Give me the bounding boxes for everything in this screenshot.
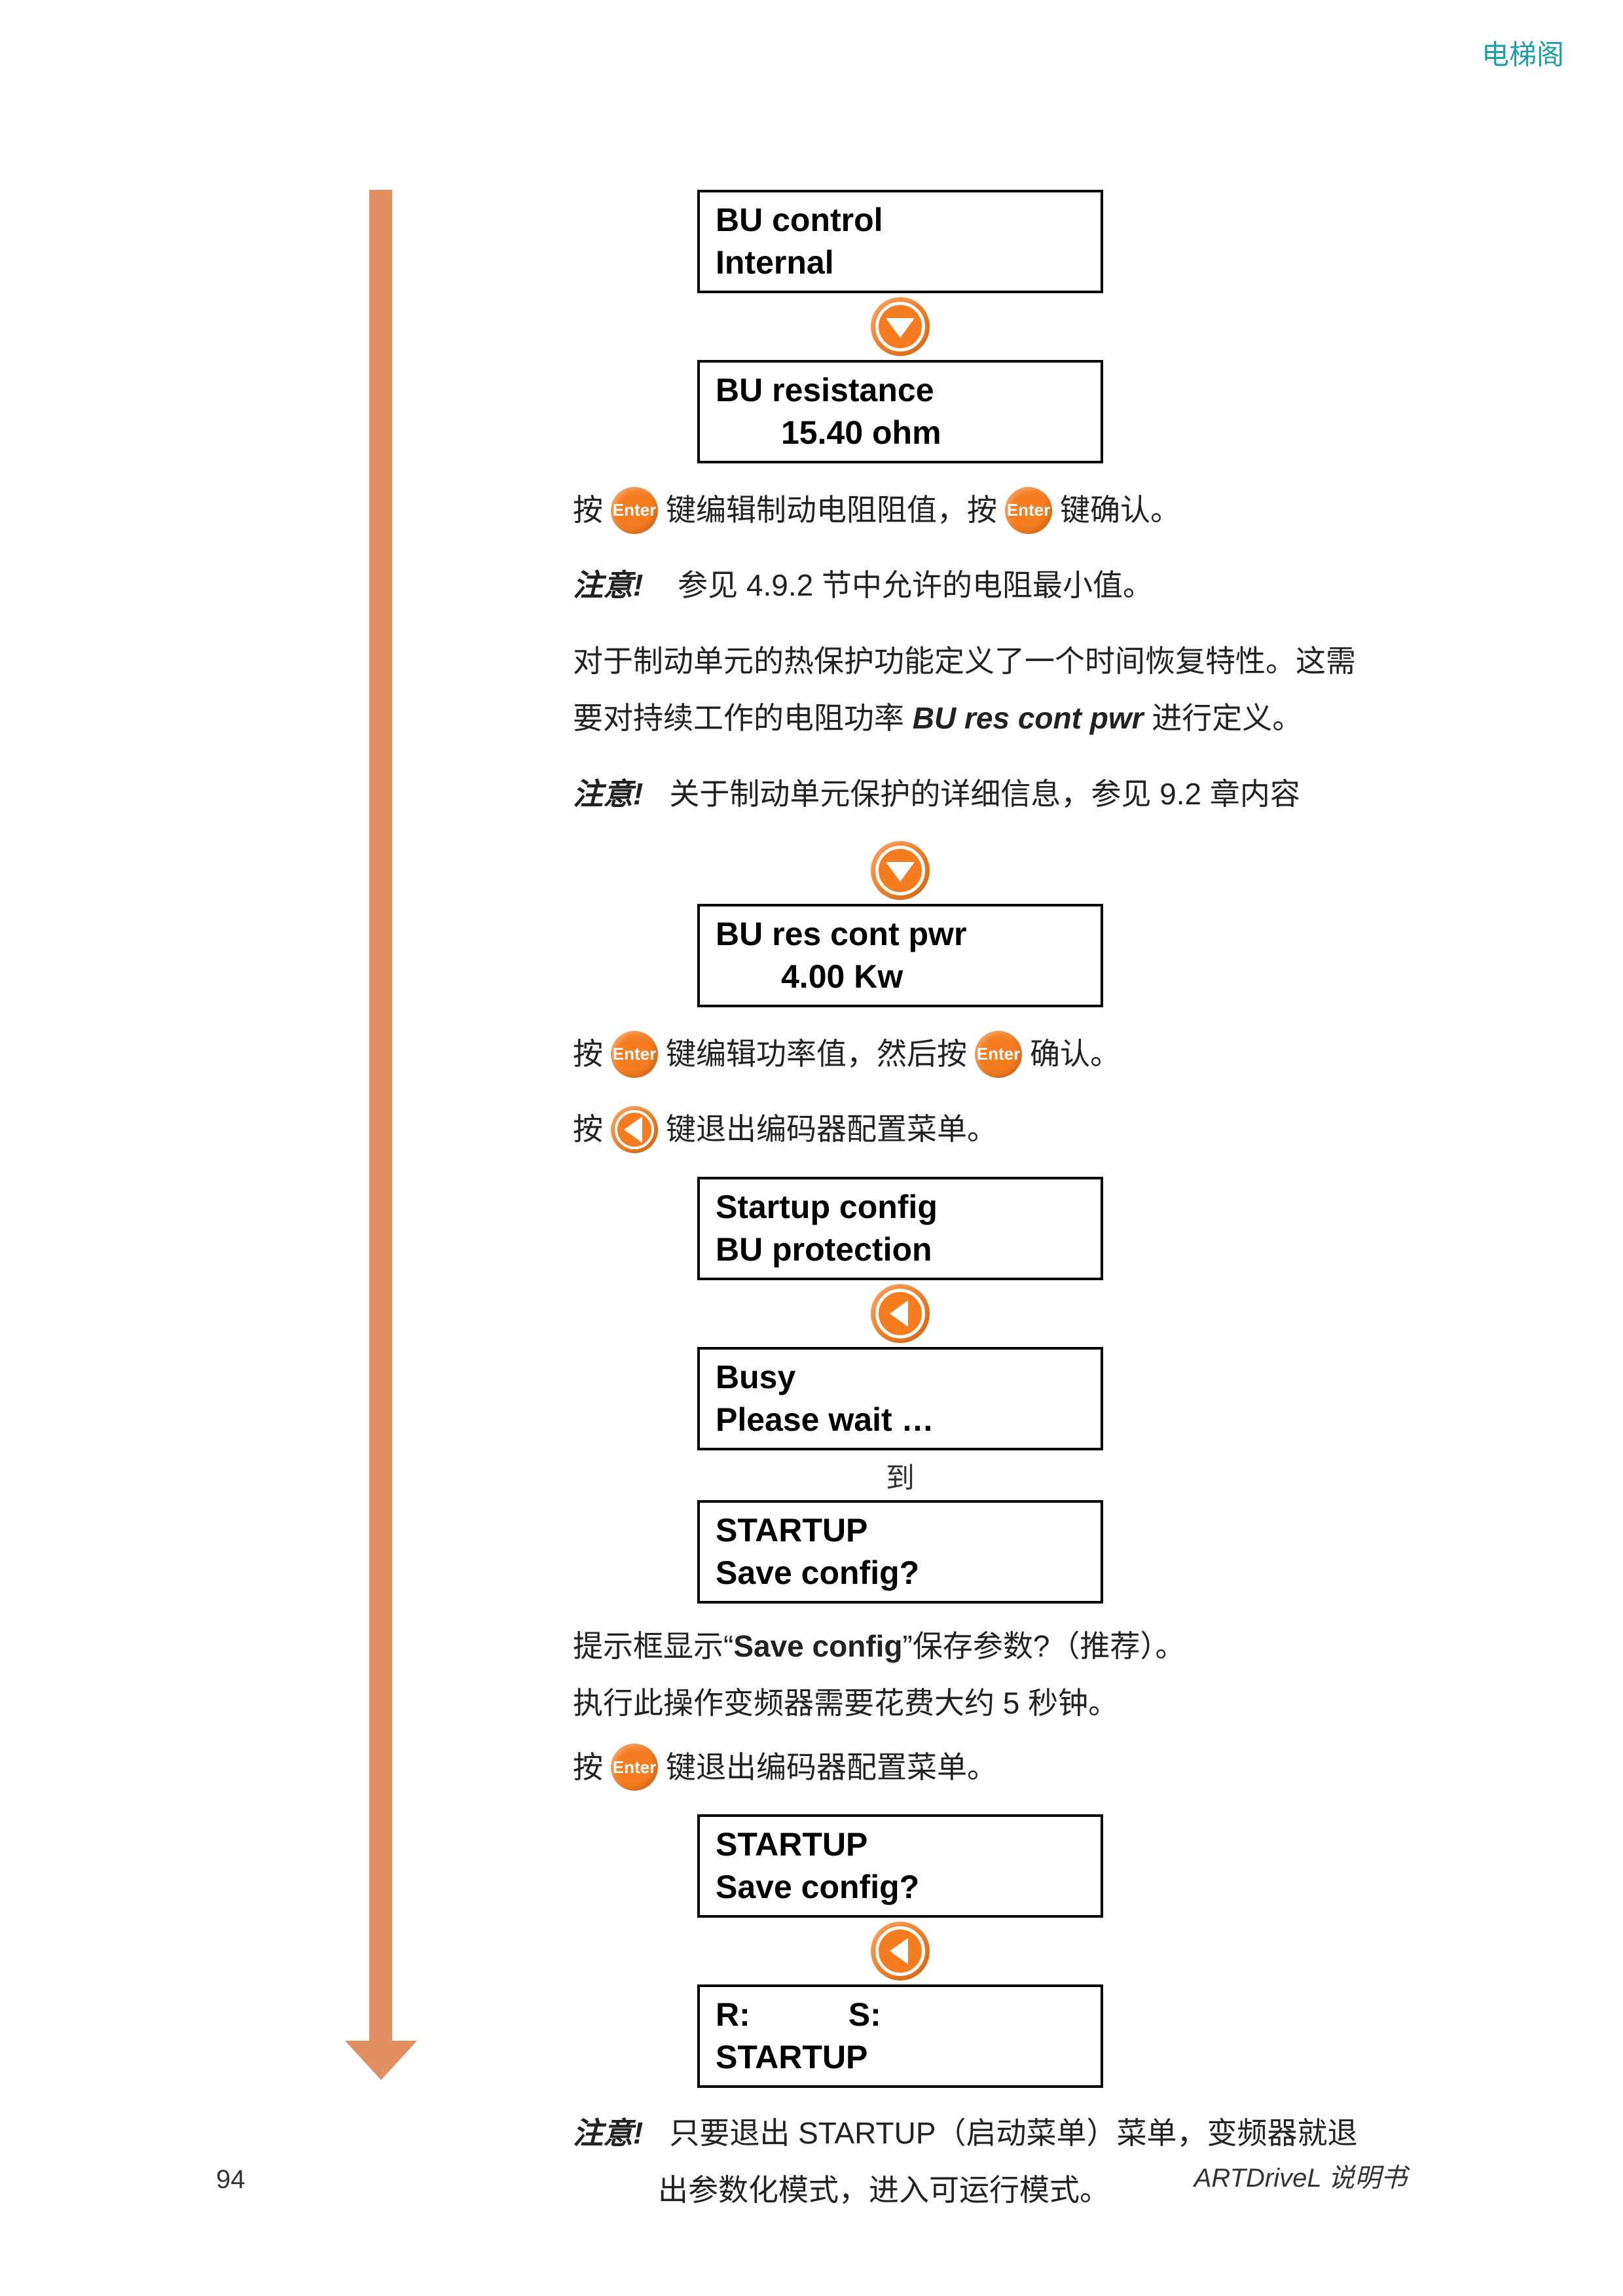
down-icon <box>875 846 925 895</box>
flow-arrow <box>369 190 392 2080</box>
enter-icon: Enter <box>613 1751 656 1784</box>
s-label: S: <box>848 1994 881 2036</box>
arrow-head-icon <box>345 2041 417 2080</box>
note-body: 参见 4.9.2 节中允许的电阻最小值。 <box>678 568 1153 602</box>
instruction-edit-resistance: 按 Enter 键编辑制动电阻阻值，按 Enter 键确认。 <box>573 482 1424 539</box>
instruction-edit-power: 按 Enter 键编辑功率值，然后按 Enter 确认。 <box>573 1026 1424 1083</box>
left-icon <box>615 1110 654 1149</box>
instruction-exit-1: 按 键退出编码器配置菜单。 <box>573 1101 1424 1158</box>
down-button[interactable] <box>871 841 930 900</box>
display-line1: BU res cont pwr <box>716 913 1085 956</box>
text: 键退出编码器配置菜单。 <box>666 1739 997 1796</box>
text-line: 要对持续工作的电阻功率 BU res cont pwr 进行定义。 <box>573 690 1424 747</box>
enter-button[interactable]: Enter <box>975 1031 1022 1078</box>
display-line2: 4.00 Kw <box>716 956 1085 998</box>
text: 要对持续工作的电阻功率 <box>573 701 913 735</box>
enter-icon: Enter <box>613 1038 656 1070</box>
text: 提示框显示“ <box>573 1629 733 1663</box>
left-icon <box>875 1926 925 1976</box>
display-bu-res-cont-pwr: BU res cont pwr 4.00 Kw <box>697 904 1103 1007</box>
text: 对于制动单元的热保护功能定义了一个时间恢复特性。这需 <box>573 633 1424 690</box>
display-line2: 15.40 ohm <box>716 412 1085 454</box>
text: 按 <box>573 1739 603 1796</box>
display-line1: Busy <box>716 1356 1085 1399</box>
text: 按 <box>573 482 603 539</box>
text: 键编辑功率值，然后按 <box>666 1026 967 1083</box>
display-line1: STARTUP <box>716 1823 1085 1866</box>
display-line2: STARTUP <box>716 2036 1085 2079</box>
note-line1: 注意! 只要退出 STARTUP（启动菜单）菜单，变频器就退 <box>573 2105 1424 2162</box>
down-button[interactable] <box>871 297 930 356</box>
enter-button[interactable]: Enter <box>611 1031 658 1078</box>
to-label: 到 <box>697 1454 1103 1496</box>
note-1: 注意! 参见 4.9.2 节中允许的电阻最小值。 <box>573 557 1424 614</box>
footer-label: ARTDriveL 说明书 <box>1194 2157 1407 2195</box>
page-number: 94 <box>216 2165 246 2195</box>
display-startup-save-1: STARTUP Save config? <box>697 1500 1103 1604</box>
r-label: R: <box>716 1994 750 2036</box>
display-line1: STARTUP <box>716 1509 1085 1552</box>
enter-button[interactable]: Enter <box>1005 487 1052 534</box>
note-2: 注意! 关于制动单元保护的详细信息，参见 9.2 章内容 <box>573 766 1424 823</box>
left-icon <box>875 1289 925 1338</box>
text: 执行此操作变频器需要花费大约 5 秒钟。 <box>573 1675 1424 1732</box>
arrow-shaft <box>369 190 392 2041</box>
note-label: 注意! <box>573 777 643 811</box>
text: 键确认。 <box>1060 482 1180 539</box>
enter-icon: Enter <box>613 494 656 526</box>
text: 确认。 <box>1030 1026 1120 1083</box>
text-line: 提示框显示“Save config”保存参数?（推荐）。 <box>573 1618 1424 1675</box>
paragraph-save-config: 提示框显示“Save config”保存参数?（推荐）。 执行此操作变频器需要花… <box>573 1618 1424 1732</box>
display-line2: Save config? <box>716 1552 1085 1594</box>
note-body: 只要退出 STARTUP（启动菜单）菜单，变频器就退 <box>669 2116 1357 2150</box>
instruction-exit-2: 按 Enter 键退出编码器配置菜单。 <box>573 1739 1424 1796</box>
display-bu-control: BU control Internal <box>697 190 1103 293</box>
text: 按 <box>573 1026 603 1083</box>
bold-text: Save config <box>733 1629 902 1663</box>
display-line2: Please wait … <box>716 1399 1085 1441</box>
left-button[interactable] <box>871 1284 930 1343</box>
display-rs-startup: R: S: STARTUP <box>697 1984 1103 2088</box>
display-line2: BU protection <box>716 1229 1085 1271</box>
left-button[interactable] <box>611 1106 658 1153</box>
enter-icon: Enter <box>1007 494 1050 526</box>
paragraph-thermal: 对于制动单元的热保护功能定义了一个时间恢复特性。这需 要对持续工作的电阻功率 B… <box>573 633 1424 747</box>
text: 按 <box>573 1101 603 1158</box>
display-line1: BU resistance <box>716 369 1085 412</box>
text: 键编辑制动电阻阻值，按 <box>666 482 997 539</box>
text: 进行定义。 <box>1144 701 1303 735</box>
text: 键退出编码器配置菜单。 <box>666 1101 997 1158</box>
watermark: 电梯阁 <box>1482 33 1564 73</box>
enter-icon: Enter <box>977 1038 1020 1070</box>
enter-button[interactable]: Enter <box>611 487 658 534</box>
display-line2: Save config? <box>716 1866 1085 1909</box>
param-name: BU res cont pwr <box>913 701 1144 735</box>
note-body: 关于制动单元保护的详细信息，参见 9.2 章内容 <box>669 777 1300 811</box>
down-icon <box>875 302 925 351</box>
content-column: BU control Internal BU resistance 15.40 … <box>573 190 1424 2238</box>
display-busy: Busy Please wait … <box>697 1347 1103 1450</box>
display-bu-resistance: BU resistance 15.40 ohm <box>697 360 1103 463</box>
display-line1: Startup config <box>716 1186 1085 1229</box>
note-label: 注意! <box>573 2116 643 2150</box>
left-button[interactable] <box>871 1922 930 1981</box>
text: ”保存参数?（推荐）。 <box>903 1629 1186 1663</box>
display-startup-config: Startup config BU protection <box>697 1177 1103 1280</box>
display-startup-save-2: STARTUP Save config? <box>697 1814 1103 1918</box>
display-line1: R: S: <box>716 1994 1085 2036</box>
note-label: 注意! <box>573 568 643 602</box>
enter-button[interactable]: Enter <box>611 1744 658 1791</box>
display-line1: BU control <box>716 199 1085 242</box>
display-line2: Internal <box>716 242 1085 284</box>
